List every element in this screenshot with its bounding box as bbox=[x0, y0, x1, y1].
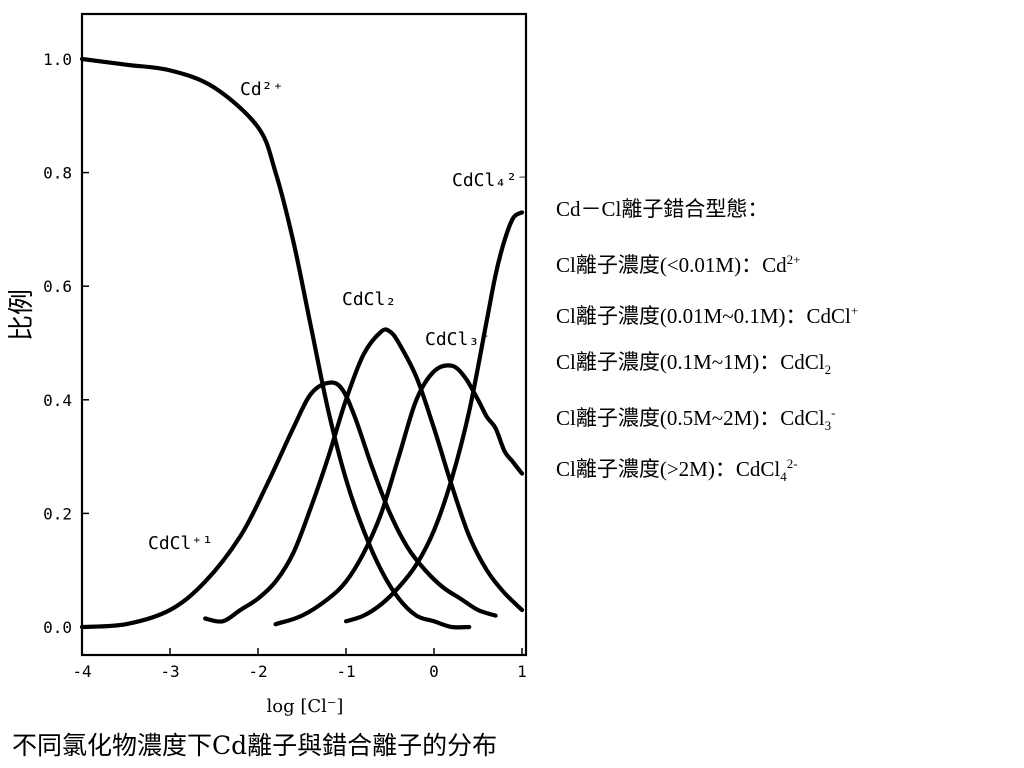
series-curves bbox=[79, 56, 525, 630]
curve-label: CdCl⁺¹ bbox=[148, 533, 214, 554]
curve-label: CdCl₂ bbox=[342, 289, 397, 310]
curve-label: CdCl₄²⁻ bbox=[452, 170, 528, 191]
x-tick-label: -3 bbox=[160, 662, 179, 681]
curve-label: CdCl₃⁻ bbox=[425, 329, 491, 350]
x-tick-label: -4 bbox=[72, 662, 91, 681]
series-line-3 bbox=[203, 327, 525, 624]
notes-line: Cl離子濃度(0.1M~1M)：CdCl2 bbox=[556, 350, 832, 378]
notes-line: Cl離子濃度(>2M)：CdCl42- bbox=[556, 456, 798, 485]
notes-line: Cl離子濃度(<0.01M)：Cd2+ bbox=[556, 252, 801, 277]
notes-heading: Cd－Cl離子錯合型態： bbox=[556, 197, 769, 221]
y-tick-label: 0.8 bbox=[43, 164, 72, 183]
axes bbox=[80, 12, 528, 657]
curve-label: Cd²⁺ bbox=[240, 79, 284, 100]
notes-line: Cl離子濃度(0.5M~2M)：CdCl3- bbox=[556, 405, 836, 434]
series-line-2 bbox=[79, 380, 498, 630]
y-tick-label: 0.0 bbox=[43, 618, 72, 637]
figure-caption: 不同氯化物濃度下Cd離子與錯合離子的分布 bbox=[12, 731, 498, 760]
complex-species-notes: Cd－Cl離子錯合型態： Cl離子濃度(<0.01M)：Cd2+ Cl離子濃度(0… bbox=[556, 195, 1006, 501]
series-line-1 bbox=[79, 56, 472, 630]
y-tick-label: 0.6 bbox=[43, 277, 72, 296]
x-tick-label: 0 bbox=[429, 662, 439, 681]
x-axis-label: log [Cl⁻] bbox=[267, 696, 344, 717]
notes-list: Cl離子濃度(<0.01M)：Cd2+ Cl離子濃度(0.01M~0.1M)：Cd… bbox=[556, 246, 1006, 501]
x-tick-label: 1 bbox=[517, 662, 527, 681]
y-tick-label: 0.2 bbox=[43, 504, 72, 523]
x-tick-label: -1 bbox=[336, 662, 355, 681]
axis-ticks: -4 -3 -2 -1 0 1 0.0 0.2 0.4 0.6 0.8 1.0 bbox=[43, 50, 527, 681]
y-tick-label: 1.0 bbox=[43, 50, 72, 69]
x-tick-label: -2 bbox=[248, 662, 267, 681]
series-line-4 bbox=[273, 363, 525, 627]
notes-line: Cl離子濃度(0.01M~0.1M)：CdCl+ bbox=[556, 303, 859, 328]
series-line-5 bbox=[343, 210, 525, 624]
y-axis-label: 比例 bbox=[7, 289, 37, 341]
y-tick-label: 0.4 bbox=[43, 391, 72, 410]
plot-frame bbox=[80, 12, 528, 657]
